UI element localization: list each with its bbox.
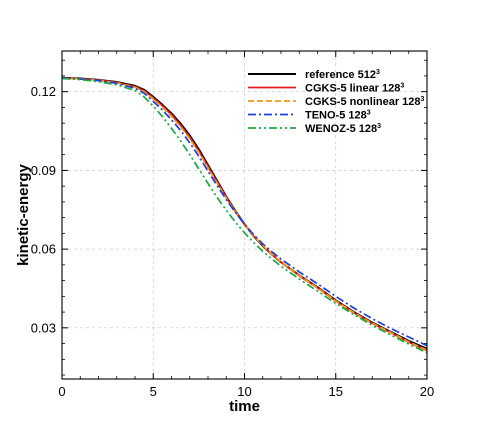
x-tick-label: 15 <box>329 384 343 399</box>
y-tick-labels: 0.03 0.06 0.09 0.12 <box>31 84 56 335</box>
grid <box>62 51 427 379</box>
series-line-4 <box>61 77 428 347</box>
legend-label-2: CGKS-5 linear 1283 <box>305 83 404 95</box>
y-tick-label: 0.03 <box>31 320 56 335</box>
x-tick-label: 10 <box>237 384 251 399</box>
series-lines <box>61 76 428 354</box>
x-tick-label: 5 <box>150 384 157 399</box>
y-tick-label: 0.12 <box>31 84 56 99</box>
y-tick-label: 0.09 <box>31 163 56 178</box>
legend-label-4: TENO-5 1283 <box>305 110 371 122</box>
y-tick-label: 0.06 <box>31 242 56 257</box>
series-line-3 <box>61 77 428 351</box>
legend-label-1: reference 5123 <box>305 69 380 81</box>
legend-label-3: CGKS-5 nonlinear 1283 <box>305 96 425 108</box>
y-axis-title: kinetic-energy <box>15 163 32 265</box>
x-tick-labels: 0 5 10 15 20 <box>58 384 434 399</box>
x-tick-label: 0 <box>58 384 65 399</box>
axis-ticks <box>61 51 428 379</box>
x-axis-title: time <box>229 398 260 415</box>
legend-label-5: WENOZ-5 1283 <box>305 123 381 135</box>
x-tick-label: 20 <box>420 384 434 399</box>
